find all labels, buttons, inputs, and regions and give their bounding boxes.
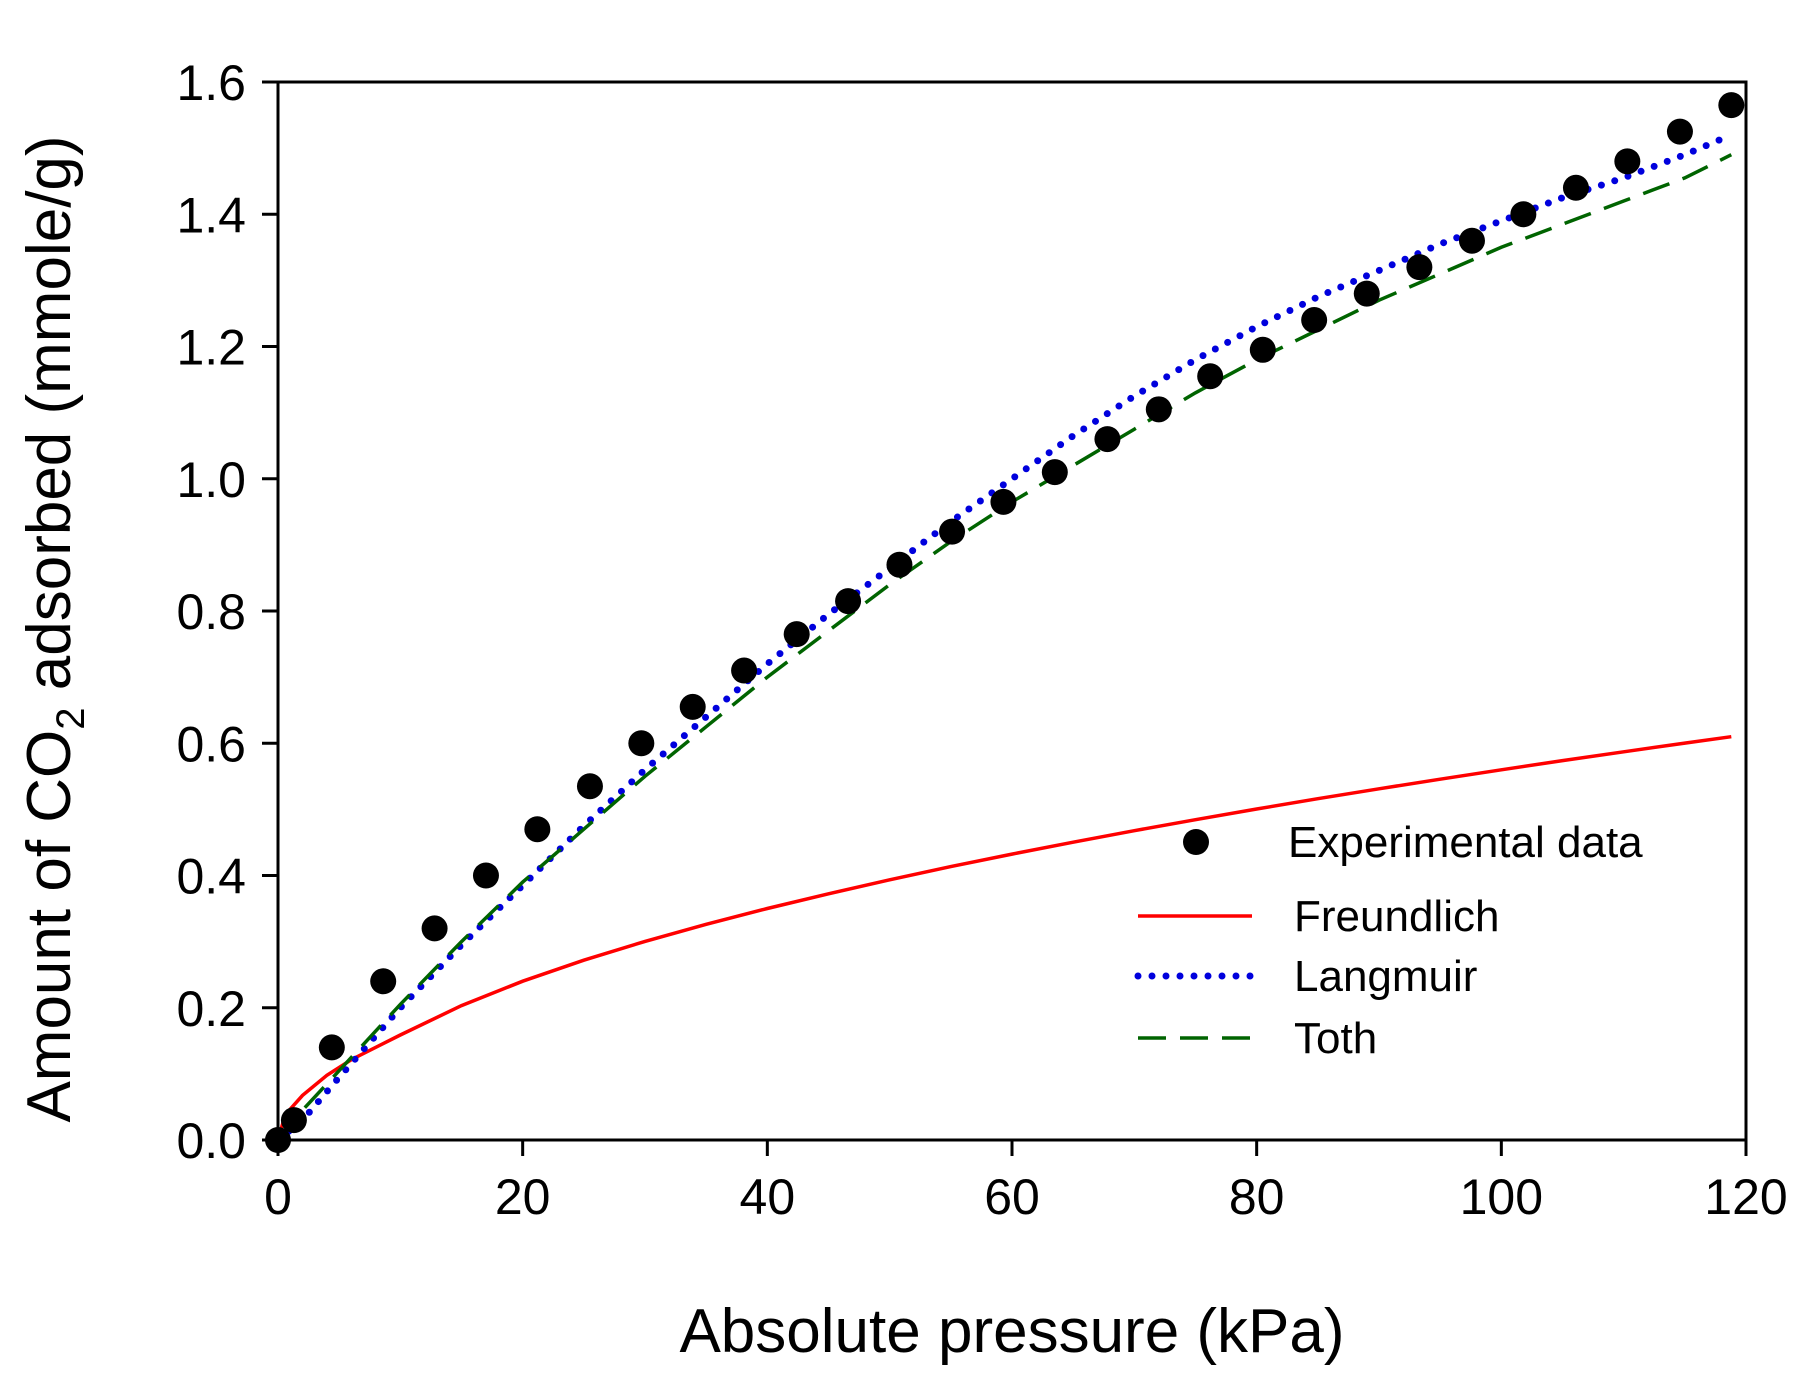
legend-label-toth: Toth bbox=[1294, 1014, 1377, 1063]
y-axis-title-prefix: Amount of CO bbox=[15, 730, 84, 1123]
data-point bbox=[280, 1107, 307, 1134]
legend-item-toth: Toth bbox=[1138, 1014, 1377, 1063]
legend-label-freundlich: Freundlich bbox=[1294, 892, 1499, 941]
data-point bbox=[1145, 396, 1172, 423]
y-tick-label: 0.6 bbox=[176, 716, 246, 772]
y-tick-label: 0.0 bbox=[176, 1113, 246, 1169]
data-point bbox=[783, 621, 810, 648]
data-point bbox=[1301, 307, 1328, 334]
legend-label-langmuir: Langmuir bbox=[1294, 952, 1477, 1001]
data-point bbox=[731, 657, 758, 684]
data-point bbox=[576, 773, 603, 800]
y-tick-label: 1.2 bbox=[176, 320, 246, 376]
y-axis-title-suffix: adsorbed (mmole/g) bbox=[15, 135, 84, 707]
data-point bbox=[1458, 227, 1485, 254]
data-point bbox=[318, 1034, 345, 1061]
x-tick-label: 100 bbox=[1460, 1169, 1543, 1225]
data-point bbox=[472, 862, 499, 889]
plot-frame bbox=[276, 80, 1748, 1142]
y-tick-label: 0.2 bbox=[176, 981, 246, 1037]
x-axis: 0 20 40 60 80 100 120 bbox=[264, 1140, 1788, 1225]
data-point bbox=[1562, 174, 1589, 201]
data-point bbox=[1718, 92, 1745, 119]
x-tick-label: 120 bbox=[1704, 1169, 1787, 1225]
data-point bbox=[1094, 426, 1121, 453]
plot-curves bbox=[274, 131, 1735, 1144]
data-point bbox=[1406, 254, 1433, 281]
legend: Experimental data Freundlich Langmuir To… bbox=[1134, 818, 1643, 1063]
x-tick-label: 0 bbox=[264, 1169, 292, 1225]
data-point bbox=[1197, 363, 1224, 390]
y-tick-label: 1.0 bbox=[176, 452, 246, 508]
y-tick-label: 1.6 bbox=[176, 55, 246, 111]
data-point bbox=[939, 518, 966, 545]
data-point bbox=[1666, 118, 1693, 145]
y-tick-label: 0.4 bbox=[176, 849, 246, 905]
data-point bbox=[1041, 459, 1068, 486]
legend-marker-experimental bbox=[1183, 829, 1209, 855]
data-point bbox=[1249, 336, 1276, 363]
data-point bbox=[524, 816, 551, 843]
data-point bbox=[421, 915, 448, 942]
data-point bbox=[1510, 201, 1537, 228]
legend-item-freundlich: Freundlich bbox=[1138, 892, 1499, 941]
x-tick-label: 40 bbox=[740, 1169, 796, 1225]
legend-label-experimental: Experimental data bbox=[1288, 818, 1643, 867]
data-point bbox=[886, 551, 913, 578]
series-line-freundlich bbox=[276, 734, 1732, 1141]
y-tick-label: 0.8 bbox=[176, 584, 246, 640]
y-tick-label: 1.4 bbox=[176, 187, 246, 243]
series-line-langmuir bbox=[274, 131, 1735, 1144]
plot-markers bbox=[265, 92, 1745, 1153]
x-tick-label: 60 bbox=[984, 1169, 1040, 1225]
data-point bbox=[370, 968, 397, 995]
data-point bbox=[679, 693, 706, 720]
x-tick-label: 80 bbox=[1229, 1169, 1285, 1225]
data-point bbox=[990, 488, 1017, 515]
data-point bbox=[835, 588, 862, 615]
legend-item-langmuir: Langmuir bbox=[1134, 952, 1477, 1001]
data-point bbox=[1614, 148, 1641, 175]
series-line-toth bbox=[276, 153, 1733, 1142]
data-point bbox=[1353, 280, 1380, 307]
legend-item-experimental: Experimental data bbox=[1183, 818, 1643, 867]
data-point bbox=[628, 730, 655, 757]
y-axis: 0.0 0.2 0.4 0.6 0.8 1.0 1.2 1.4 1.6 bbox=[176, 55, 278, 1169]
x-tick-label: 20 bbox=[495, 1169, 551, 1225]
y-axis-title-subscript: 2 bbox=[49, 707, 93, 729]
y-axis-title: Amount of CO2 adsorbed (mmole/g) bbox=[15, 135, 93, 1122]
x-axis-title: Absolute pressure (kPa) bbox=[679, 1297, 1344, 1366]
